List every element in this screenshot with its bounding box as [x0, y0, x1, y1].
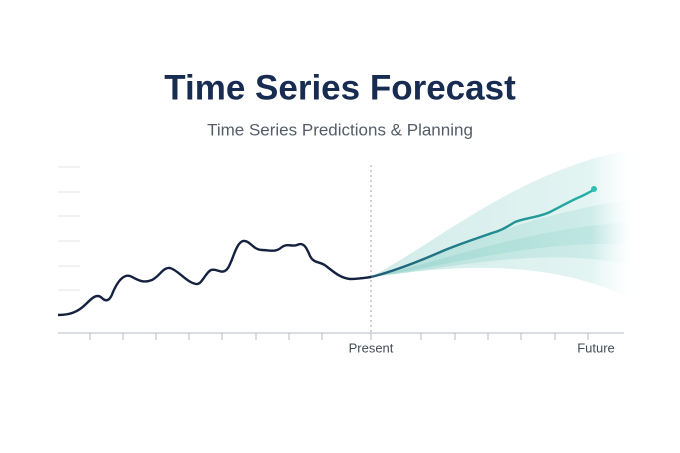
- present-label: Present: [349, 340, 394, 355]
- title: Time Series Forecast: [164, 68, 516, 107]
- forecast-fan: [371, 150, 630, 298]
- forecast-line: [370, 187, 596, 279]
- time-axis: [58, 332, 624, 340]
- forecast-end: [591, 186, 597, 192]
- left-grid: [58, 166, 80, 291]
- subtitle: Time Series Predictions & Planning: [207, 120, 473, 139]
- future-label: Future: [577, 340, 615, 355]
- history-line: [57, 239, 372, 317]
